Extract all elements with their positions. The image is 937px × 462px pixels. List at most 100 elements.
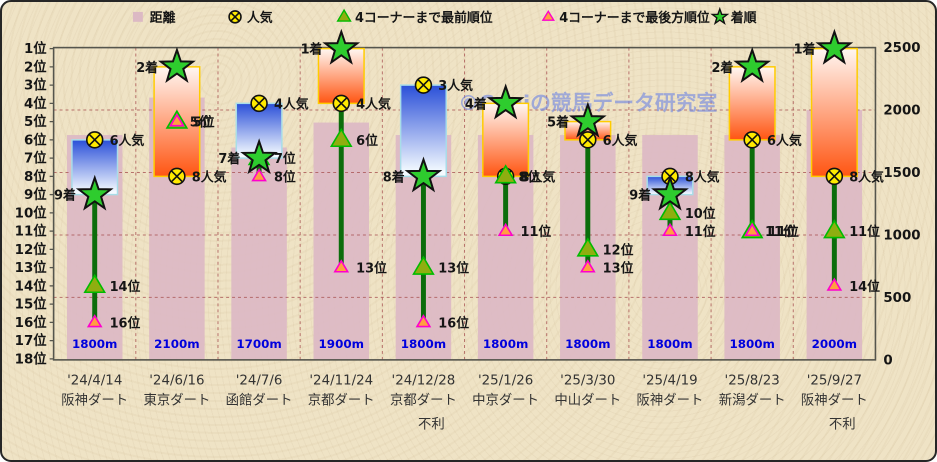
y-axis-label: 7位: [24, 150, 47, 167]
date-label: '24/4/14: [67, 374, 122, 389]
finish-label: 5着: [547, 115, 569, 131]
note-label: 不利: [829, 416, 856, 432]
y-axis-label: 11位: [15, 223, 48, 240]
date-label: '25/1/26: [478, 374, 533, 389]
rear-position-label: 13位: [356, 261, 387, 277]
rear-position-marker: [251, 168, 267, 182]
y-axis-label: 16位: [15, 314, 48, 331]
popularity-label: 4人気: [356, 96, 391, 112]
legend-item: [541, 9, 555, 21]
front-position-label: 14位: [110, 279, 141, 295]
note-label: 不利: [418, 416, 445, 432]
rear-position-marker: [333, 259, 350, 273]
legend-distance-swatch-icon: [132, 11, 143, 22]
front-position-label: 7位: [274, 151, 296, 167]
legend-label: 着順: [730, 10, 757, 26]
rear-position-label: 14位: [849, 279, 880, 295]
finish-star: [158, 46, 196, 83]
right-axis-label: 1000: [883, 228, 920, 243]
finish-star: [733, 46, 772, 83]
track-label: 京都ダート: [308, 392, 375, 408]
rear-position-marker: [415, 314, 432, 328]
front-position-label: 12位: [603, 242, 634, 258]
popularity-label: 6人気: [110, 133, 145, 149]
date-label: '25/9/27: [807, 374, 862, 389]
legend-label: 距離: [150, 10, 176, 26]
y-axis-label: 8位: [24, 168, 47, 185]
legend-front-triangle-icon: [336, 8, 352, 22]
right-axis-label: 2500: [883, 41, 920, 56]
plot-border: [52, 46, 877, 361]
rear-position-marker: [826, 277, 843, 291]
finish-label: 7着: [218, 151, 240, 167]
rear-position-label: 13位: [603, 261, 634, 277]
popularity-label: 4人気: [274, 96, 309, 112]
popularity-marker: [250, 94, 268, 113]
popularity-marker: [168, 167, 186, 186]
track-label: 阪神ダート: [61, 392, 128, 408]
rear-position-label: 16位: [438, 315, 469, 331]
y-axis-label: 17位: [15, 332, 48, 349]
front-position-label: 6位: [356, 133, 378, 149]
front-position-label: 10位: [685, 206, 716, 222]
finish-label: 9着: [629, 188, 651, 204]
finish-star: [651, 174, 689, 211]
track-label: 中山ダート: [554, 392, 621, 408]
rear-position-label: 16位: [110, 315, 141, 331]
distance-label: 1800m: [729, 337, 774, 351]
front-position-marker: [412, 255, 435, 275]
gain-box: [810, 47, 858, 178]
finish-label: 2着: [136, 60, 158, 76]
finish-label: 1着: [301, 42, 323, 58]
distance-label: 1800m: [647, 337, 692, 351]
legend-rear-triangle-icon: [541, 9, 555, 21]
distance-label: 1700m: [236, 337, 281, 351]
distance-label: 2000m: [812, 337, 857, 351]
legend-label: 4コーナーまで最後方順位: [559, 10, 710, 26]
rear-position-label: 11位: [768, 224, 799, 240]
front-position-marker: [329, 127, 353, 148]
date-label: '25/4/19: [642, 374, 697, 389]
date-label: '24/11/24: [309, 374, 373, 389]
track-label: 京都ダート: [390, 392, 457, 408]
y-axis-label: 12位: [15, 241, 48, 258]
rear-position-label: 11位: [520, 224, 551, 240]
distance-label: 2100m: [154, 337, 199, 351]
finish-star: [75, 174, 114, 211]
distance-bar: [231, 147, 287, 360]
popularity-label: 8人気: [520, 169, 555, 185]
rear-position-label: 11位: [685, 224, 716, 240]
rear-position-marker: [662, 222, 678, 237]
y-axis-label: 2位: [24, 58, 47, 75]
finish-star: [322, 28, 361, 65]
y-axis-label: 18位: [15, 350, 48, 367]
rear-position-marker: [744, 222, 761, 237]
finish-label: 8着: [383, 169, 405, 185]
y-axis-label: 4位: [24, 95, 47, 112]
popularity-marker: [85, 131, 104, 149]
rear-position-marker: [86, 314, 103, 328]
y-axis-label: 6位: [24, 131, 47, 148]
right-axis-label: 500: [883, 291, 911, 306]
popularity-label: 8人気: [849, 169, 884, 185]
legend-item: [132, 11, 143, 22]
legend-item: [710, 6, 730, 26]
finish-star: [568, 101, 607, 138]
popularity-label: 8人気: [192, 169, 227, 185]
gain-box: [728, 66, 776, 141]
front-position-marker: [823, 219, 846, 239]
legend-finish-star-icon: [710, 6, 730, 26]
y-axis-label: 15位: [15, 296, 48, 313]
front-position-label: 11位: [849, 224, 880, 240]
legend-popularity-icon: [228, 10, 242, 24]
finish-label: 2着: [711, 60, 733, 76]
finish-star: [815, 28, 854, 65]
y-axis-label: 13位: [15, 259, 48, 276]
y-axis-label: 9位: [24, 186, 47, 203]
finish-star: [404, 156, 443, 193]
right-axis-label: 0: [883, 353, 892, 368]
popularity-marker: [579, 131, 597, 149]
track-label: 東京ダート: [143, 392, 210, 408]
finish-label: 4着: [465, 96, 487, 112]
